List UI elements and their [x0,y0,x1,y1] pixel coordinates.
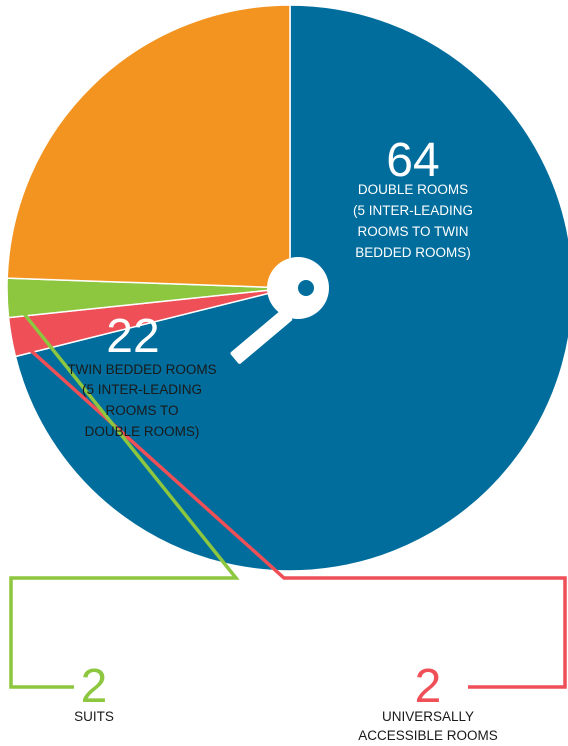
suits-value: 2 [81,660,108,713]
double-rooms-label-line: ROOMS TO TWIN [357,224,468,239]
leader-line-accessible [14,335,567,689]
double-rooms-value: 64 [386,134,439,187]
accessible-rooms-label-line: UNIVERSALLY [382,709,474,724]
twin-rooms-label-line: (5 INTER-LEADING [82,382,202,397]
leader-lines [9,296,567,689]
pie-slice-twin [6,4,291,289]
double-rooms-label-line: DOUBLE ROOMS [358,182,468,197]
double-rooms-label-line: (5 INTER-LEADING [353,203,473,218]
suits-label: SUITS [74,709,114,724]
twin-rooms-label-line: ROOMS TO [105,403,178,418]
double-rooms-label-line: BEDDED ROOMS) [355,245,471,260]
twin-rooms-label-line: DOUBLE ROOMS) [85,424,200,439]
accessible-rooms-value: 2 [415,660,442,713]
twin-rooms-label-line: TWIN BEDDED ROOMS [67,362,216,377]
key-icon [230,257,329,364]
leader-line-suits [9,296,240,689]
twin-rooms-value: 22 [106,310,159,363]
accessible-rooms-label-line: ACCESSIBLE ROOMS [358,728,498,743]
